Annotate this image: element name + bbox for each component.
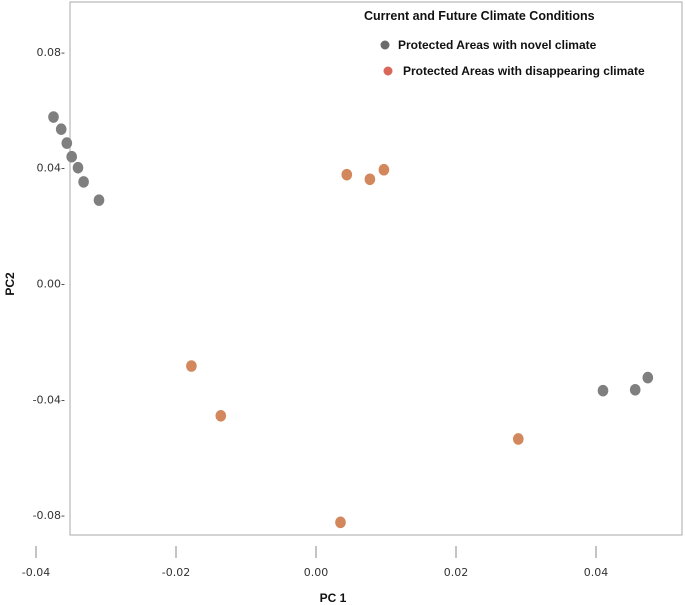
point-novel-climate	[629, 383, 641, 396]
legend: Current and Future Climate Conditions Pr…	[364, 9, 645, 78]
plot-area	[69, 1, 683, 536]
point-novel-climate	[55, 123, 67, 135]
point-disappearing-climate	[513, 433, 524, 445]
x-tick-label: -0.04	[22, 566, 50, 579]
legend-title: Current and Future Climate Conditions	[364, 9, 595, 23]
y-tick-label: 0.00-	[37, 278, 65, 291]
x-tick-label: 0.04	[584, 566, 609, 579]
x-axis-ticks: -0.04 -0.02 0.00 0.02 0.04	[22, 546, 608, 579]
point-novel-climate	[642, 371, 654, 384]
point-disappearing-climate	[341, 168, 353, 181]
point-novel-climate	[61, 137, 73, 149]
y-tick-label: 0.08-	[37, 46, 65, 59]
point-novel-climate	[72, 161, 84, 174]
point-novel-climate	[93, 194, 105, 206]
point-disappearing-climate	[186, 360, 197, 372]
y-tick-label: -0.04-	[33, 393, 65, 406]
legend-marker-disappearing-climate	[383, 66, 393, 76]
y-tick-label: -0.08-	[33, 509, 65, 522]
legend-label-disappearing-climate: Protected Areas with disappearing climat…	[403, 64, 645, 78]
point-disappearing-climate	[378, 163, 390, 176]
point-novel-climate	[597, 384, 609, 397]
point-disappearing-climate	[215, 410, 227, 422]
x-axis-title: PC 1	[320, 591, 347, 605]
y-axis-ticks: 0.08- 0.04- 0.00- -0.04- -0.08-	[33, 46, 65, 522]
data-points	[48, 111, 654, 529]
point-disappearing-climate	[364, 173, 376, 186]
point-disappearing-climate	[335, 516, 346, 529]
point-novel-climate	[66, 150, 77, 163]
y-axis-title: PC2	[3, 272, 17, 296]
x-tick-label: 0.00	[304, 566, 329, 579]
x-tick-label: 0.02	[444, 566, 469, 579]
point-novel-climate	[78, 176, 89, 188]
x-tick-label: -0.02	[162, 566, 190, 579]
y-tick-label: 0.04-	[37, 162, 65, 175]
legend-marker-novel-climate	[380, 40, 390, 50]
legend-label-novel-climate: Protected Areas with novel climate	[398, 38, 597, 52]
point-novel-climate	[48, 111, 59, 123]
